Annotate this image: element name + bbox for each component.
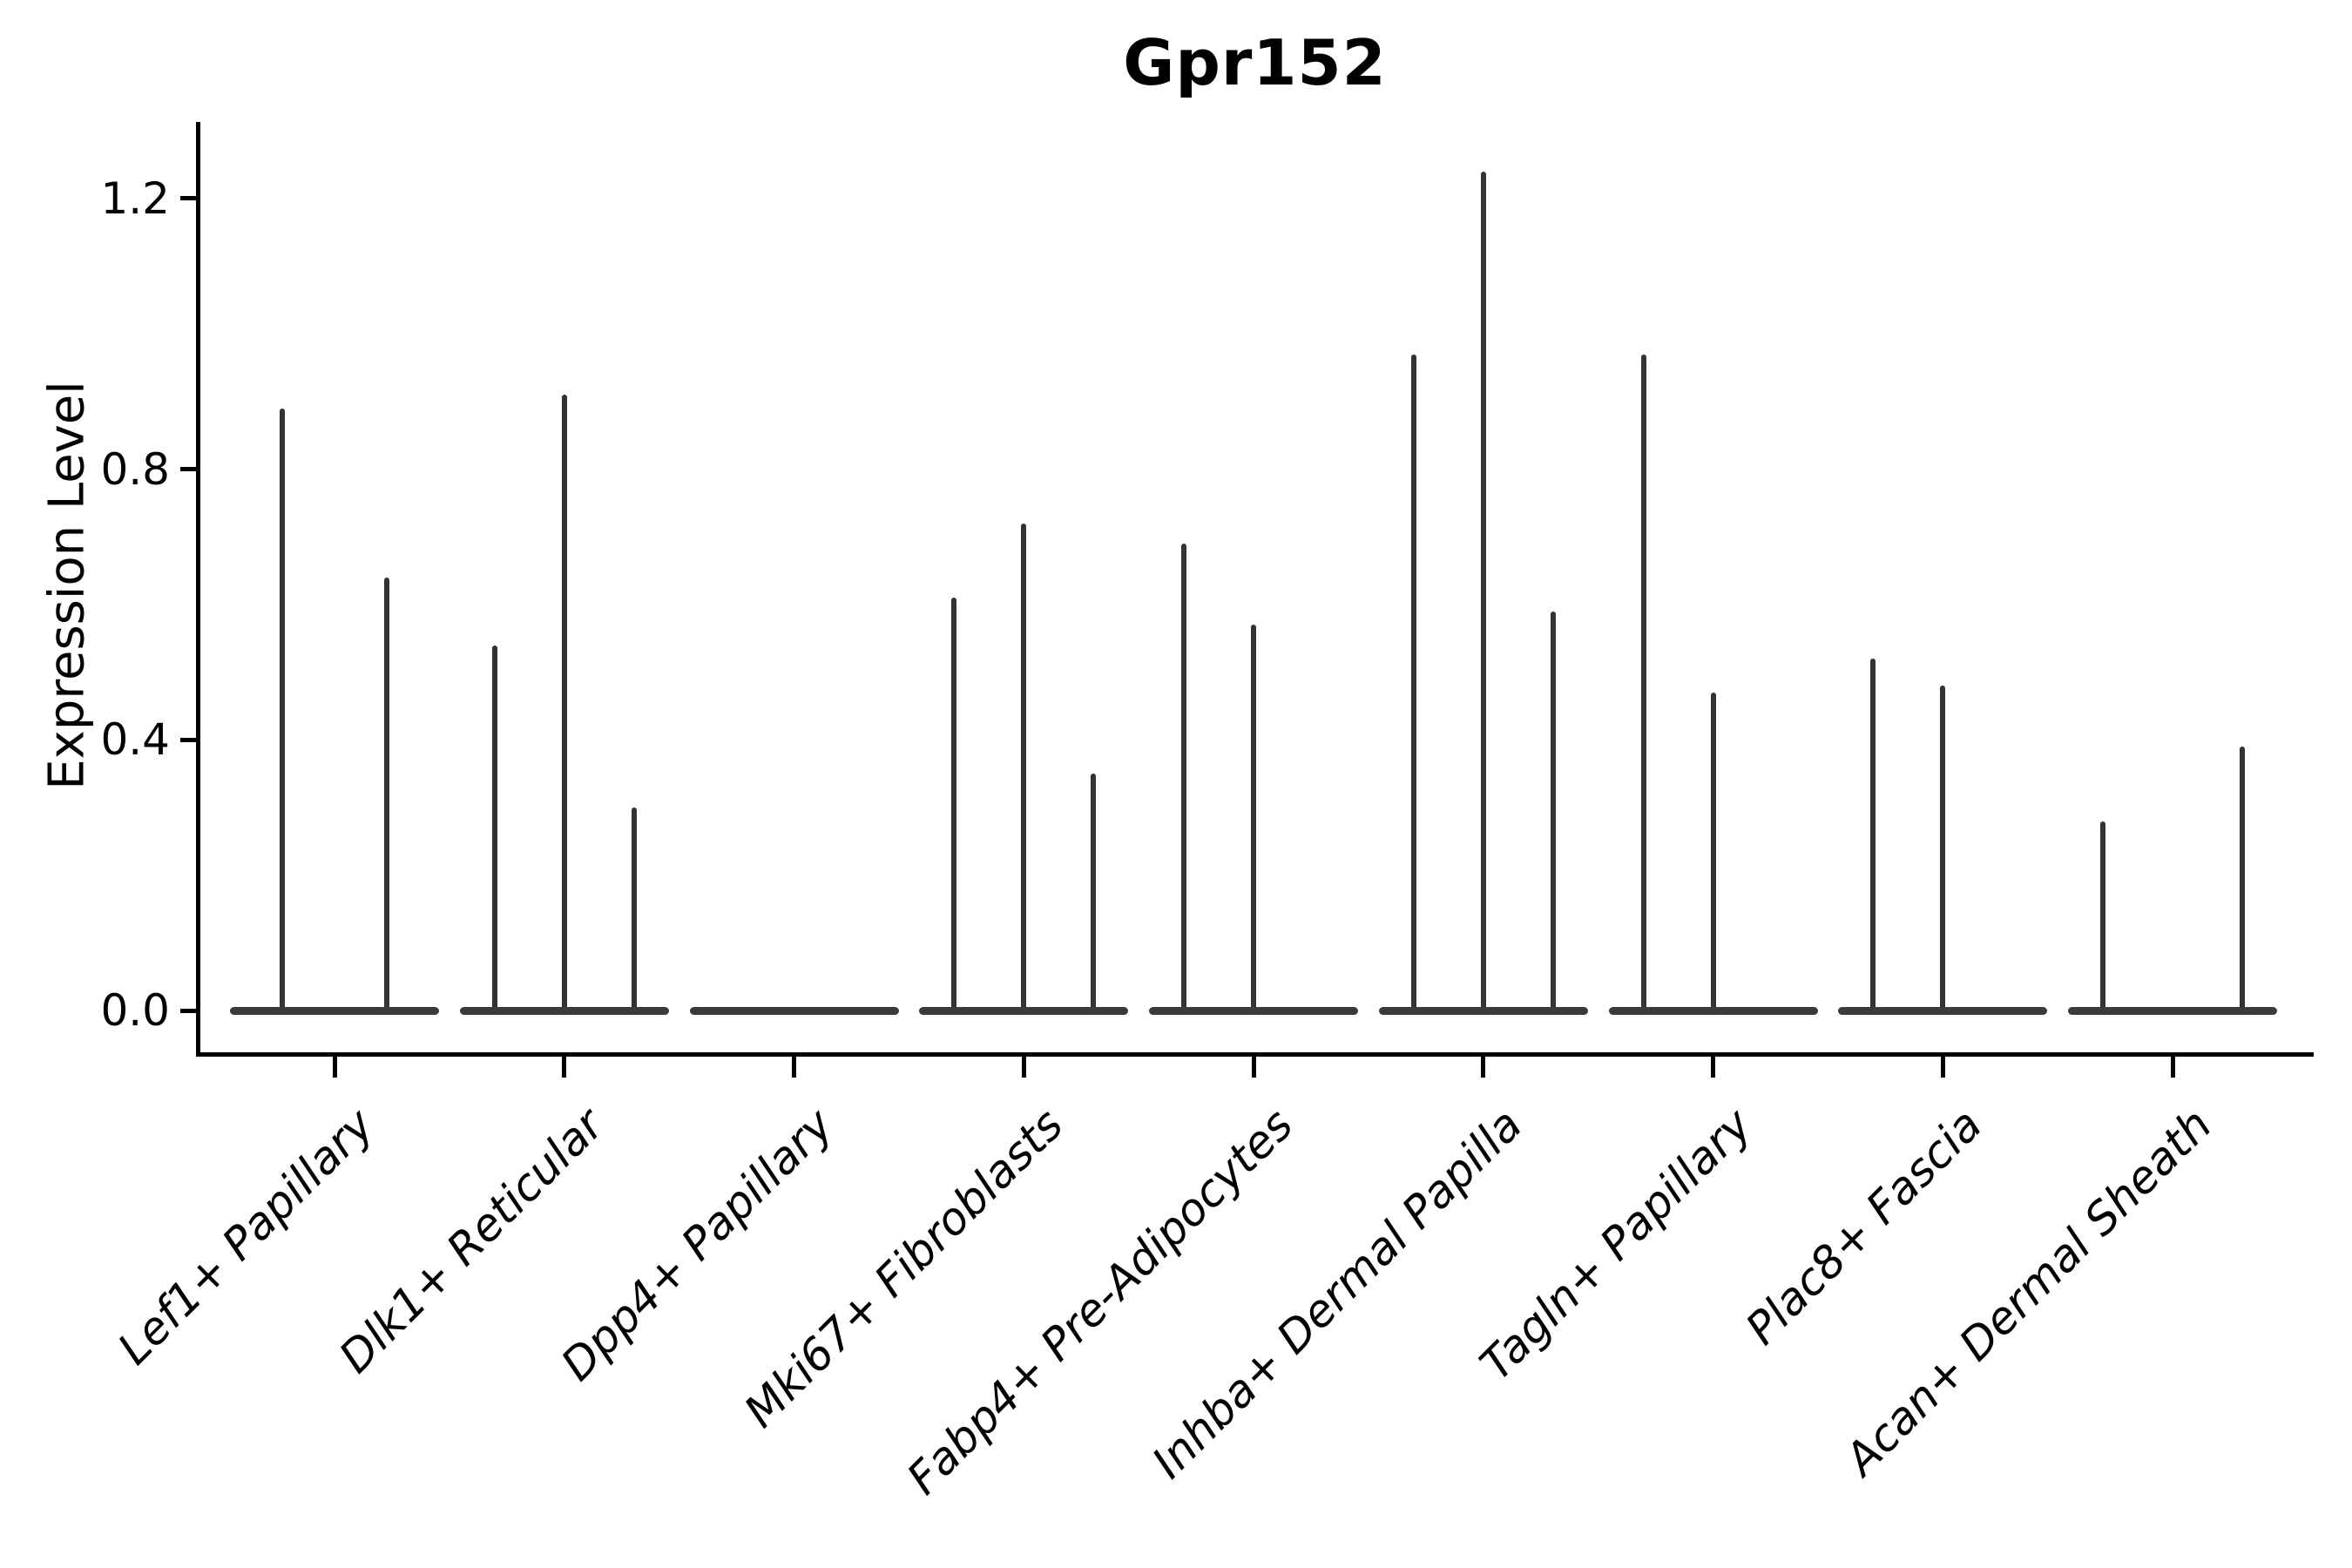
- violin-base: [459, 1006, 669, 1015]
- x-tick-mark: [1940, 1055, 1945, 1078]
- violin-spike: [384, 577, 389, 1010]
- violin-spike: [1640, 354, 1646, 1010]
- y-axis-spine: [196, 122, 200, 1057]
- y-tick-mark: [180, 196, 196, 201]
- x-tick-label: Inhba+ Dermal Papilla: [1143, 1099, 1533, 1490]
- violin-base: [230, 1006, 439, 1015]
- x-tick-mark: [792, 1055, 796, 1078]
- violin-spike: [491, 645, 497, 1010]
- y-tick-label: 0.8: [100, 443, 170, 495]
- y-tick-label: 0.4: [100, 714, 170, 766]
- violin-spike: [1251, 625, 1256, 1010]
- x-tick-label: Plac8+ Fascia: [1736, 1099, 1992, 1355]
- violin-spike: [1021, 523, 1027, 1010]
- violin-spike: [1940, 686, 1946, 1010]
- violin-base: [689, 1006, 899, 1015]
- y-tick-label: 0.0: [100, 985, 170, 1036]
- x-tick-label: Acan+ Dermal Sheath: [1835, 1099, 2222, 1486]
- violin-spike: [631, 807, 637, 1010]
- violin-spike: [561, 395, 567, 1010]
- violin-spike: [2100, 821, 2105, 1010]
- violin-spike: [1410, 354, 1416, 1010]
- chart-title: Gpr152: [1123, 26, 1387, 99]
- violin-spike: [280, 408, 285, 1010]
- x-tick-mark: [2170, 1055, 2175, 1078]
- violin-base: [919, 1006, 1129, 1015]
- x-tick-mark: [1251, 1055, 1256, 1078]
- y-tick-label: 1.2: [100, 172, 170, 224]
- violin-spike: [2240, 747, 2245, 1010]
- violin-base: [1608, 1006, 1818, 1015]
- x-axis-spine: [196, 1052, 2314, 1057]
- violin-spike: [1550, 611, 1556, 1010]
- violin-spike: [1091, 774, 1097, 1010]
- y-tick-mark: [180, 737, 196, 742]
- x-tick-label: Fabp4+ Pre-Adipocytes: [897, 1099, 1303, 1505]
- violin-base: [1838, 1006, 2048, 1015]
- y-tick-mark: [180, 1008, 196, 1013]
- violin-base: [1378, 1006, 1588, 1015]
- violin-spike: [1480, 171, 1486, 1010]
- violin-spike: [1870, 659, 1876, 1010]
- x-tick-mark: [562, 1055, 567, 1078]
- violin-base: [2068, 1006, 2277, 1015]
- violin-spike: [1710, 692, 1716, 1010]
- x-tick-mark: [1021, 1055, 1026, 1078]
- x-tick-mark: [1711, 1055, 1715, 1078]
- x-tick-mark: [1481, 1055, 1486, 1078]
- violin-spike: [1181, 544, 1186, 1010]
- violin-base: [1149, 1006, 1358, 1015]
- y-tick-mark: [180, 467, 196, 472]
- violin-spike: [951, 598, 957, 1010]
- x-tick-mark: [332, 1055, 337, 1078]
